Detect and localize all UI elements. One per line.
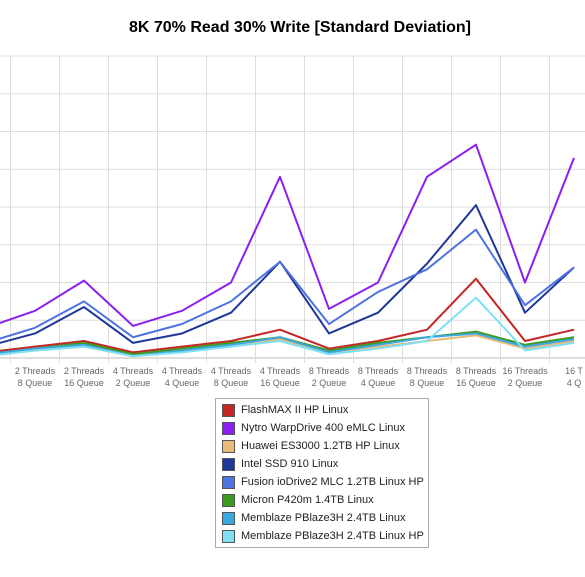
- x-tick-label: 16 Queue: [64, 378, 104, 388]
- x-tick-label: 8 Threads: [456, 366, 497, 376]
- legend-swatch: [222, 475, 235, 489]
- x-tick-label: 8 Threads: [309, 366, 350, 376]
- x-tick-label: 2 Queue: [312, 378, 347, 388]
- x-tick-label: 2 Threads: [64, 366, 105, 376]
- legend-swatch: [222, 439, 235, 453]
- series-lines: [0, 143, 575, 358]
- legend-item[interactable]: Memblaze PBlaze3H 2.4TB Linux: [216, 509, 428, 527]
- legend-item[interactable]: Intel SSD 910 Linux: [216, 455, 428, 473]
- legend-swatch: [222, 511, 235, 525]
- x-tick-label: 4 Threads: [113, 366, 154, 376]
- legend-label: Huawei ES3000 1.2TB HP Linux: [241, 440, 400, 452]
- chart-title: 8K 70% Read 30% Write [Standard Deviatio…: [128, 19, 472, 36]
- legend-swatch: [222, 457, 235, 471]
- legend-swatch: [222, 403, 235, 417]
- legend-label: Fusion ioDrive2 MLC 1.2TB Linux HP: [241, 476, 424, 488]
- legend-item[interactable]: Nytro WarpDrive 400 eMLC Linux: [216, 419, 428, 437]
- legend-item[interactable]: Micron P420m 1.4TB Linux: [216, 491, 428, 509]
- x-tick-label: 4 Queue: [165, 378, 200, 388]
- x-tick-label: 8 Queue: [214, 378, 249, 388]
- x-tick-label: 16 Queue: [260, 378, 300, 388]
- x-tick-label: 4 Threads: [260, 366, 301, 376]
- x-tick-label: 4 Queue: [361, 378, 396, 388]
- x-tick-label: 4 Threads: [211, 366, 252, 376]
- x-tick-label: 16 Threads: [502, 366, 548, 376]
- x-tick-label: 16 Queue: [456, 378, 496, 388]
- legend-label: FlashMAX II HP Linux: [241, 404, 349, 416]
- x-tick-label: 2 Queue: [116, 378, 151, 388]
- series-line-5: [0, 228, 575, 340]
- legend-label: Memblaze PBlaze3H 2.4TB Linux HP: [241, 530, 424, 542]
- legend-label: Memblaze PBlaze3H 2.4TB Linux: [241, 512, 406, 524]
- legend-item[interactable]: Memblaze PBlaze3H 2.4TB Linux HP: [216, 527, 428, 545]
- legend-label: Intel SSD 910 Linux: [241, 458, 339, 470]
- series-line-4: [0, 204, 575, 344]
- legend-item[interactable]: FlashMAX II HP Linux: [216, 401, 428, 419]
- x-tick-label: 4 Q: [567, 378, 582, 388]
- legend-item[interactable]: Fusion ioDrive2 MLC 1.2TB Linux HP: [216, 473, 428, 491]
- legend-label: Nytro WarpDrive 400 eMLC Linux: [241, 422, 406, 434]
- legend-swatch: [222, 529, 235, 543]
- legend-label: Micron P420m 1.4TB Linux: [241, 494, 374, 506]
- x-tick-label: 8 Queue: [18, 378, 53, 388]
- x-tick-label: 2 Queue: [508, 378, 543, 388]
- x-tick-label: 8 Queue: [410, 378, 445, 388]
- series-line-8: [0, 296, 575, 358]
- series-line-2: [0, 143, 575, 327]
- x-tick-label: 16 T: [565, 366, 583, 376]
- x-tick-label: 8 Threads: [358, 366, 399, 376]
- series-line-7: [0, 332, 575, 358]
- grid-lines: [0, 55, 585, 363]
- legend-item[interactable]: Huawei ES3000 1.2TB HP Linux: [216, 437, 428, 455]
- x-tick-label: 2 Threads: [15, 366, 56, 376]
- x-tick-label: 8 Threads: [407, 366, 448, 376]
- legend-swatch: [222, 421, 235, 435]
- x-tick-label: 4 Threads: [162, 366, 203, 376]
- legend: FlashMAX II HP Linux Nytro WarpDrive 400 …: [215, 398, 429, 548]
- legend-swatch: [222, 493, 235, 507]
- series-line-1: [0, 277, 575, 354]
